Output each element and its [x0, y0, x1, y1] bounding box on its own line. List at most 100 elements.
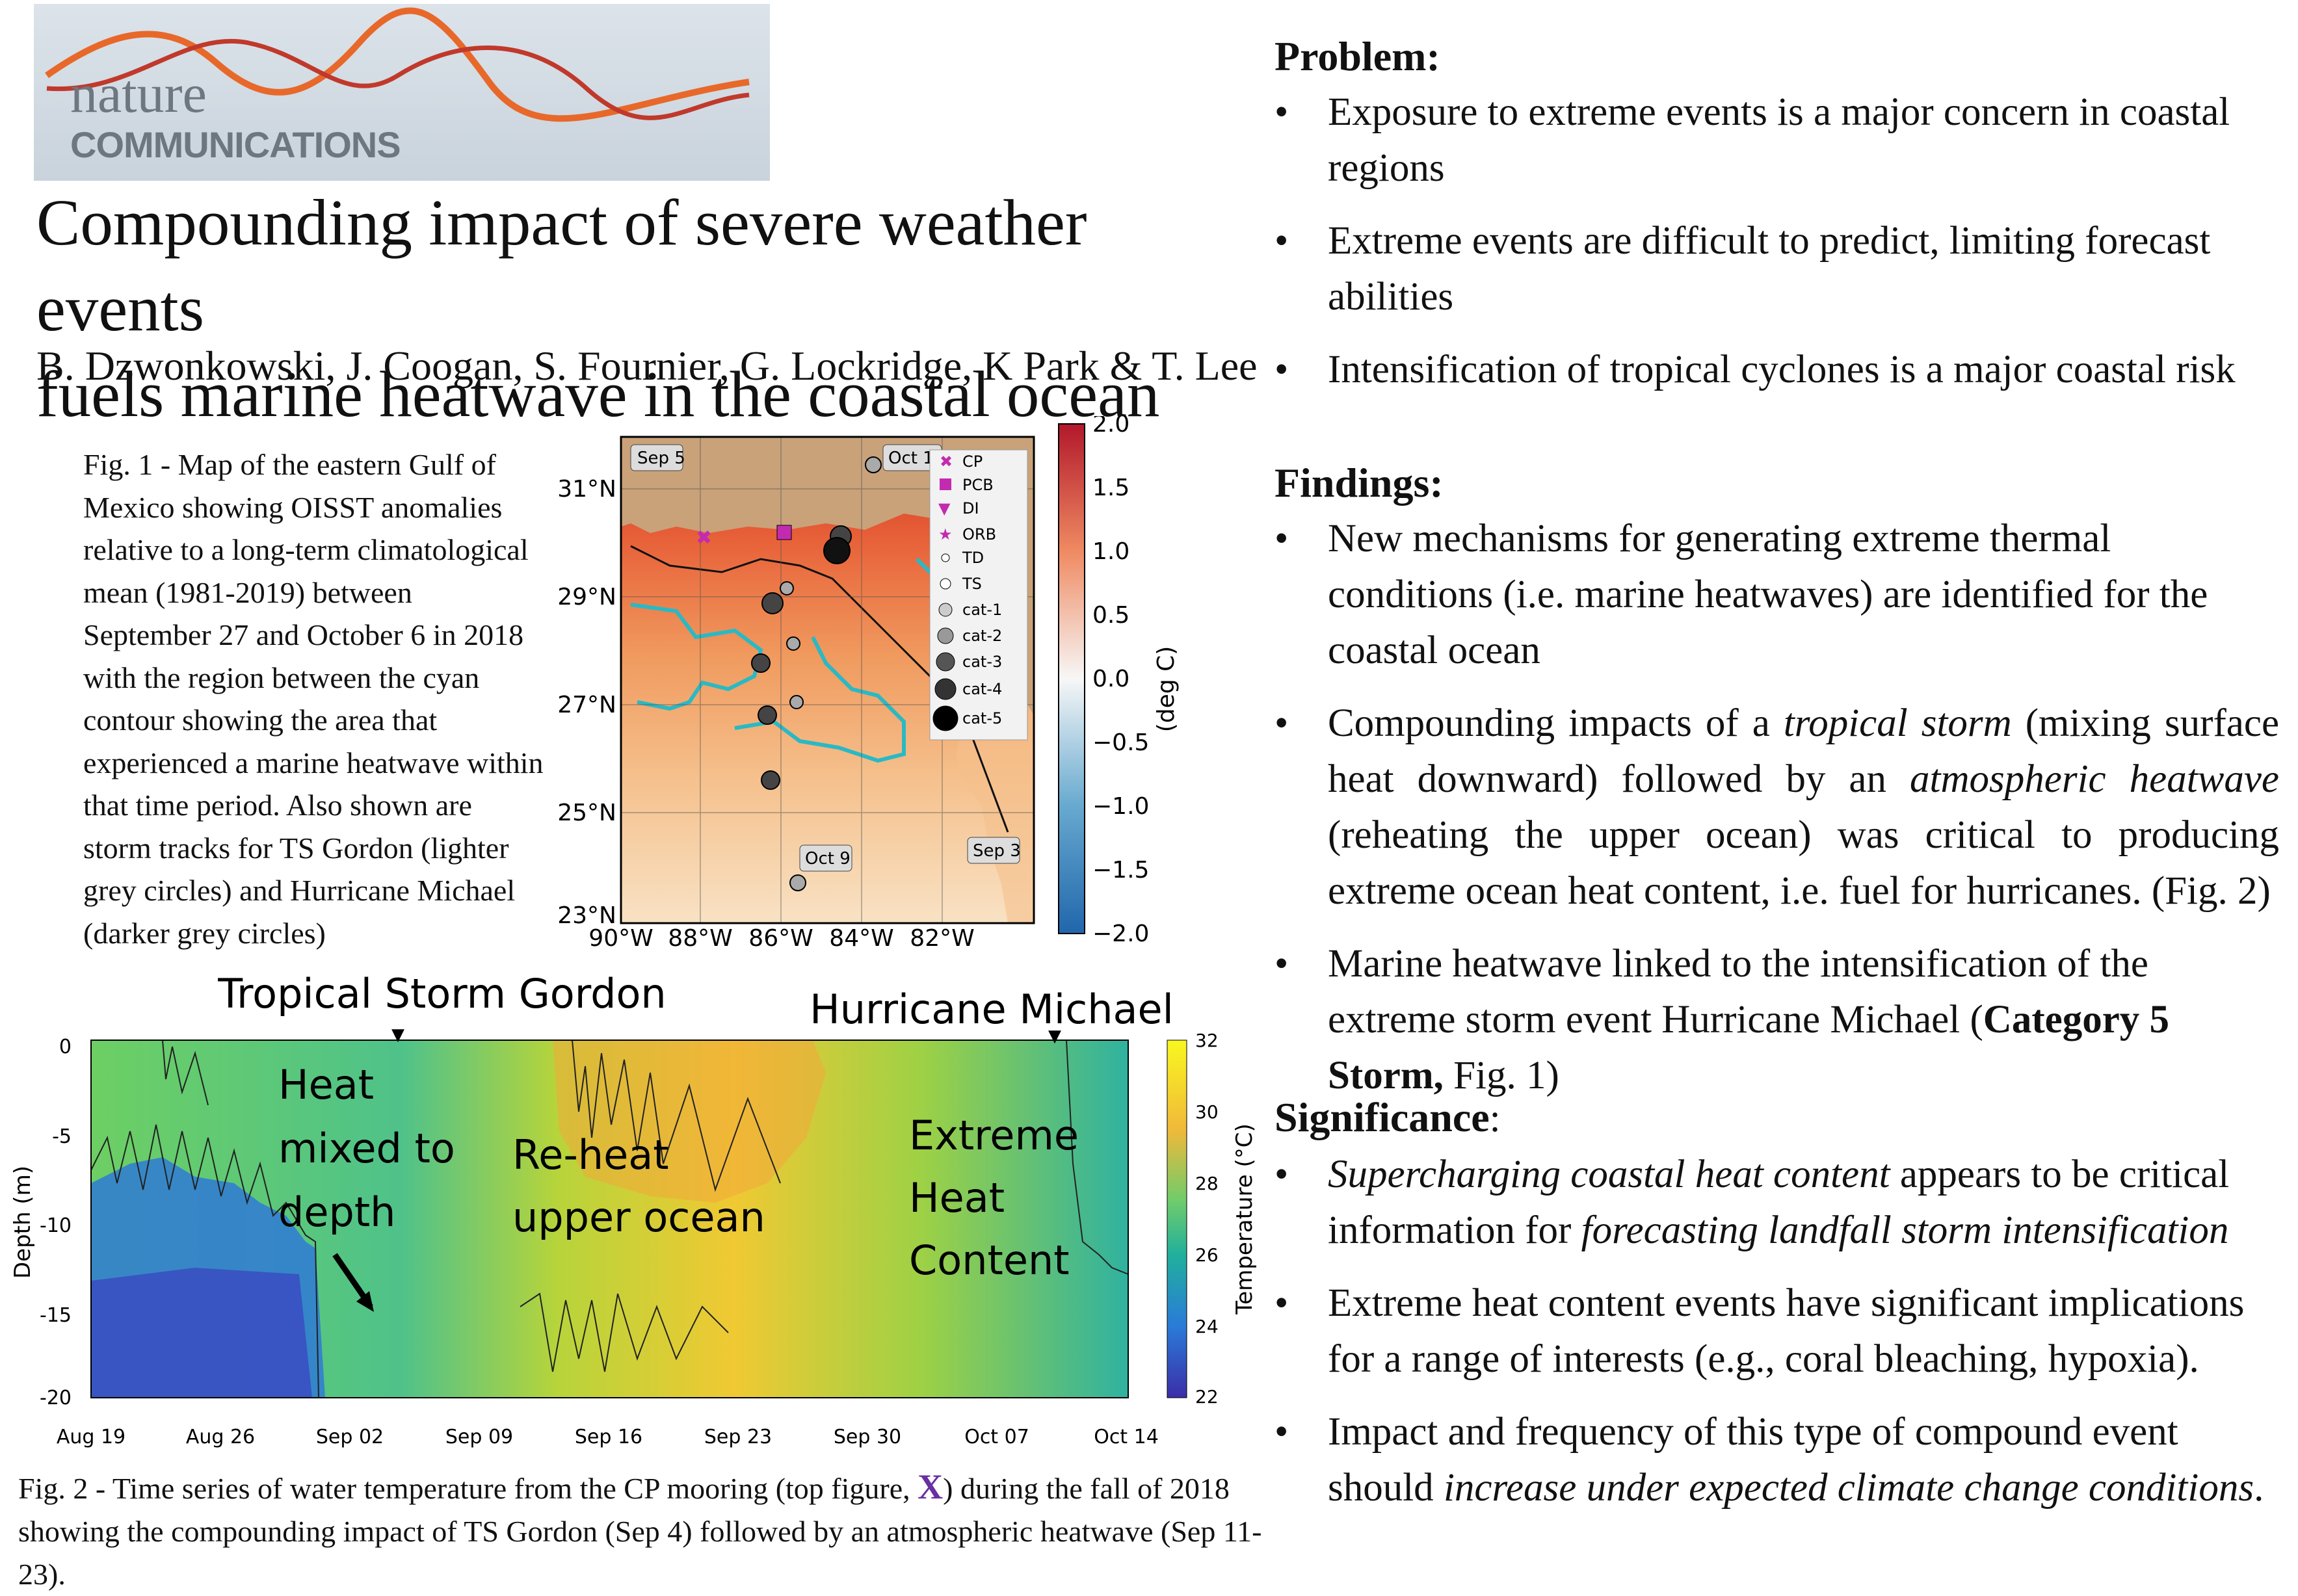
- legend-label: TS: [962, 575, 982, 593]
- significance-section: Significance: Supercharging coastal heat…: [1274, 1090, 2279, 1533]
- cp-marker: ✖: [696, 527, 712, 549]
- cbar-tick: 30: [1195, 1101, 1219, 1123]
- arrow-head-icon: [356, 1291, 374, 1312]
- legend-label: cat-1: [962, 601, 1002, 619]
- event-label-gordon: Tropical Storm Gordon: [217, 970, 666, 1017]
- track-point: [780, 581, 794, 595]
- date-tick: Sep 30: [834, 1426, 901, 1448]
- legend-label: ORB: [962, 525, 996, 543]
- legend-label: DI: [962, 499, 979, 517]
- cbar-tick: −1.0: [1092, 793, 1149, 820]
- bullet-item: Exposure to extreme events is a major co…: [1274, 85, 2279, 196]
- date-tick: Oct 07: [964, 1426, 1029, 1448]
- bullet-item: Intensification of tropical cyclones is …: [1274, 342, 2279, 398]
- text-run-italic: increase under expected climate change c…: [1443, 1466, 2254, 1510]
- date-label: Oct 9: [805, 849, 851, 869]
- annotation-line: depth: [278, 1188, 395, 1236]
- colorbar-label: (deg C): [1153, 646, 1180, 733]
- nature-communications-logo: nature COMMUNICATIONS: [34, 4, 770, 181]
- lon-tick: 90°W: [588, 925, 653, 949]
- bullet-item: Marine heatwave linked to the intensific…: [1274, 936, 2279, 1104]
- track-point: [789, 695, 804, 709]
- date-tick: Sep 09: [445, 1426, 513, 1448]
- cbar-tick: 28: [1195, 1173, 1219, 1194]
- map-date-labels: Sep 5 Oct 11 Oct 9 Sep 3: [630, 444, 1021, 872]
- section-title-text: Significance: [1274, 1094, 1490, 1140]
- track-point: [758, 705, 777, 725]
- text-run-italic: tropical storm: [1783, 701, 2012, 745]
- annotation-line: Heat: [278, 1061, 374, 1108]
- annotation-line: Extreme: [909, 1112, 1079, 1159]
- map-legend: ✖ CP PCB ▼ DI ★ ORB TD TS cat-1 cat-2 ca…: [929, 449, 1028, 740]
- warm-surface-patch: [553, 1040, 826, 1203]
- annotation-extreme: Extreme Heat Content: [909, 1112, 1079, 1284]
- track-point: [751, 653, 771, 673]
- isotherm-line: [572, 1040, 781, 1192]
- date-tick: Sep 16: [575, 1426, 642, 1448]
- lon-ticks: 90°W 88°W 86°W 84°W 82°W: [588, 925, 974, 949]
- date-tick: Oct 14: [1094, 1426, 1159, 1448]
- colorbar-ticks: 2.0 1.5 1.0 0.5 0.0 −0.5 −1.0 −1.5 −2.0: [1092, 416, 1149, 947]
- track-point: [789, 874, 806, 891]
- legend-label: PCB: [962, 476, 994, 494]
- cbar-tick: 26: [1195, 1244, 1219, 1266]
- temperature-cbar-ticks: 32 30 28 26 24 22: [1195, 1030, 1219, 1407]
- anomaly-colorbar: [1058, 423, 1085, 934]
- legend-label: CP: [962, 452, 983, 471]
- storm-track-michael: [751, 525, 852, 790]
- lon-tick: 84°W: [829, 925, 893, 949]
- logo-waves: [45, 7, 750, 122]
- annotation-line: mixed to: [278, 1125, 455, 1172]
- depth-tick: -10: [40, 1214, 72, 1237]
- cbar-tick: 2.0: [1092, 416, 1129, 438]
- track-point: [761, 592, 784, 614]
- text-run-bold: Category 5 Storm,: [1328, 998, 2170, 1097]
- cbar-tick: 22: [1195, 1386, 1219, 1407]
- lon-tick: 88°W: [668, 925, 732, 949]
- title-line-2: fuels marine heatwave in the coastal oce…: [36, 358, 1160, 430]
- author-list: B. Dzwonkowski, J. Coogan, S. Fournier, …: [36, 343, 1258, 389]
- legend-cp-icon: ✖: [940, 452, 953, 471]
- date-tick: Aug 19: [57, 1426, 125, 1448]
- text-run: (mixing surface heat downward) followed …: [1328, 701, 2280, 801]
- cbar-tick: −2.0: [1092, 921, 1149, 947]
- legend-label: cat-4: [962, 680, 1002, 698]
- track-point: [823, 537, 851, 564]
- fig1-map: ✖ Sep 5 Oct 11 Oct 9 Sep 3 ✖ CP PCB ▼ DI…: [557, 416, 1180, 949]
- cbar-tick: 24: [1195, 1316, 1219, 1337]
- cold-core: [91, 1268, 312, 1398]
- bullet-item: Compounding impacts of a tropical storm …: [1274, 696, 2279, 919]
- bullet-item: Extreme heat content events have signifi…: [1274, 1275, 2279, 1387]
- cbar-tick: 1.5: [1092, 475, 1129, 501]
- fig2-caption-part: Fig. 2 - Time series of water temperatur…: [18, 1472, 918, 1505]
- text-run: Compounding impacts of a: [1328, 701, 1784, 745]
- fig2-caption: Fig. 2 - Time series of water temperatur…: [18, 1465, 1306, 1596]
- logo-word-nature: nature: [70, 64, 207, 124]
- legend-orb-icon: ★: [938, 525, 953, 543]
- track-point: [761, 770, 780, 790]
- legend-di-icon: ▼: [938, 499, 951, 517]
- text-run: Impact and frequency of this type of com…: [1328, 1410, 2178, 1510]
- lat-tick: 25°N: [557, 800, 616, 826]
- date-label: Sep 3: [973, 841, 1021, 861]
- logo-word-communications: COMMUNICATIONS: [70, 124, 401, 165]
- problem-section: Problem: Exposure to extreme events is a…: [1274, 29, 2279, 415]
- text-run-italic: Supercharging coastal heat content: [1328, 1153, 1890, 1196]
- track-point: [865, 456, 882, 473]
- bullet-item: Extreme events are difficult to predict,…: [1274, 213, 2279, 325]
- legend-label: cat-2: [962, 627, 1002, 645]
- lat-tick: 29°N: [557, 584, 616, 610]
- annotation-heat-mixed: Heat mixed to depth: [278, 1061, 455, 1236]
- depth-tick: -20: [40, 1387, 72, 1409]
- date-label: Sep 5: [637, 449, 685, 468]
- annotation-line: Re-heat: [512, 1131, 669, 1179]
- event-label-michael: Hurricane Michael: [810, 986, 1174, 1033]
- isotherm-line: [1066, 1040, 1129, 1275]
- temperature-axis-label: Temperature (°C): [1232, 1123, 1258, 1315]
- legend-label: TD: [962, 549, 984, 567]
- cp-mooring-x-mark: X: [918, 1467, 944, 1506]
- depth-ticks: 0 -5 -10 -15 -20: [40, 1036, 72, 1409]
- text-run: appears to be critical information for: [1328, 1153, 2230, 1252]
- depth-axis-label: Depth (m): [10, 1166, 36, 1279]
- annotation-line: upper ocean: [512, 1194, 765, 1241]
